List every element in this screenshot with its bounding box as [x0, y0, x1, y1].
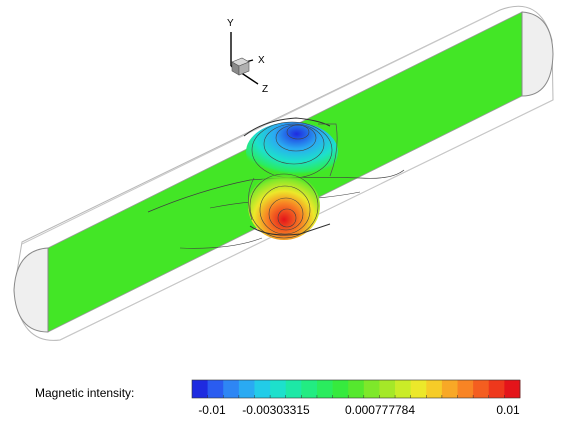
color-bar-swatch: [332, 380, 349, 398]
field-contours: [147, 117, 405, 249]
x-axis-label: X: [258, 55, 265, 66]
color-bar-swatch: [379, 380, 396, 398]
color-bar-swatch: [504, 380, 521, 398]
color-legend: Magnetic intensity: -0.01 -0.00303315 0.00…: [35, 379, 521, 417]
coil-edge-bottom: [249, 223, 331, 236]
color-bar-label: 0.01: [496, 403, 520, 417]
color-bar-swatch: [363, 380, 380, 398]
contour-line: [263, 123, 325, 165]
color-bar-swatch: [207, 380, 224, 398]
color-bar-border: [191, 379, 521, 399]
color-bar-swatch: [238, 380, 255, 398]
color-bar-swatch: [285, 380, 302, 398]
coil-edge-top-right: [318, 123, 338, 177]
contour-line: [268, 197, 304, 231]
color-bar-swatch: [410, 380, 427, 398]
orientation-cube-icon: [231, 57, 250, 76]
color-bar-labels: -0.01 -0.00303315 0.000777784 0.01: [198, 403, 520, 417]
right-end-cap: [521, 11, 554, 97]
coil-edge-top: [243, 117, 331, 137]
color-bar-swatch: [192, 380, 209, 398]
color-bar-swatch: [488, 380, 505, 398]
positive-field-lobe: [248, 172, 320, 240]
color-bar-label: -0.00303315: [242, 403, 310, 417]
color-bar-swatch: [316, 380, 333, 398]
axes-triad: Y X Z: [227, 18, 268, 95]
contour-line: [179, 237, 263, 249]
negative-field-lobe: [246, 122, 338, 182]
color-bar-label: -0.01: [198, 403, 226, 417]
z-axis-label: Z: [262, 84, 268, 95]
color-bar-swatch: [270, 380, 287, 398]
color-bar-swatch: [254, 380, 271, 398]
contour-line: [286, 124, 310, 140]
legend-title: Magnetic intensity:: [35, 386, 134, 400]
color-bar-swatch: [223, 380, 240, 398]
color-bar-ticks: [207, 395, 505, 398]
left-end-cap: [13, 247, 49, 333]
cylinder-top-edge: [21, 11, 497, 245]
color-bar-swatch: [301, 380, 318, 398]
coil-edge-bottom-left: [248, 177, 255, 221]
contour-line: [277, 208, 297, 228]
color-bar-swatch: [473, 380, 490, 398]
contour-line: [249, 173, 319, 239]
color-bar-swatch: [426, 380, 443, 398]
color-bar-swatch: [457, 380, 474, 398]
color-bar-swatch: [441, 380, 458, 398]
contour-line: [259, 185, 311, 235]
color-bar: [191, 379, 521, 399]
color-bar-swatch: [395, 380, 412, 398]
color-bar-swatch: [348, 380, 365, 398]
color-bar-label: 0.000777784: [345, 403, 415, 417]
y-axis-label: Y: [227, 18, 234, 29]
